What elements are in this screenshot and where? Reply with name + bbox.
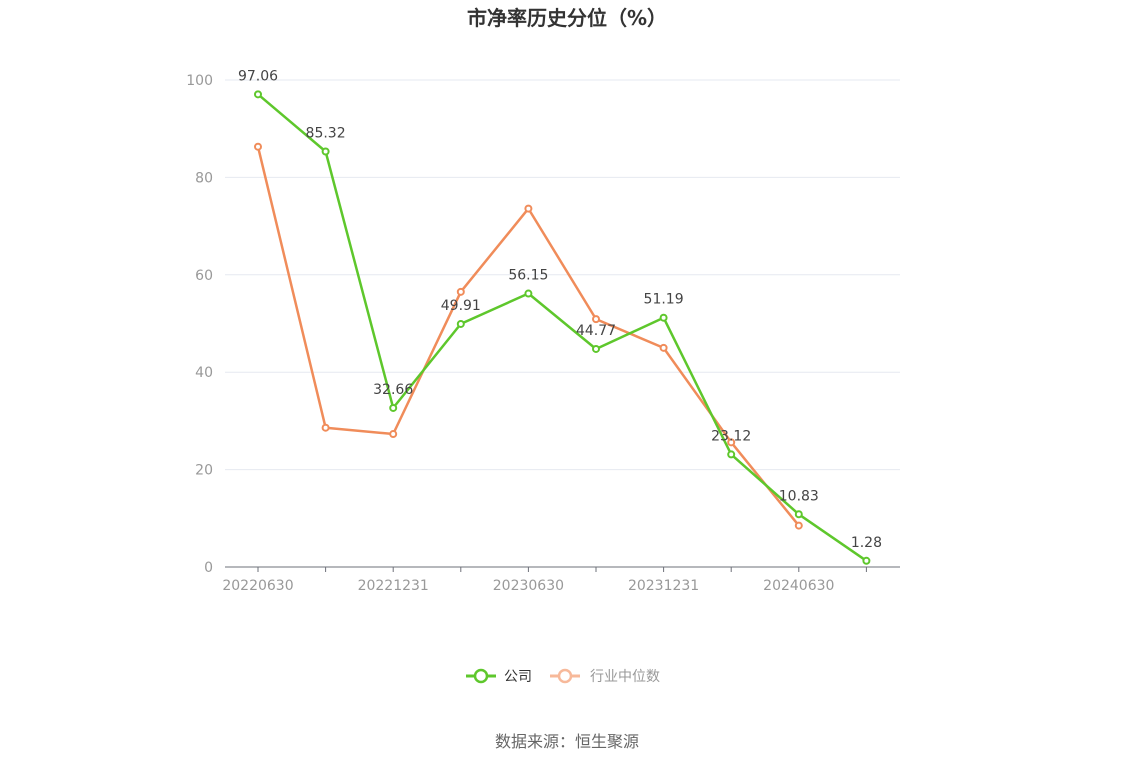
series-1-point-20220930 [321, 423, 330, 432]
chart-title: 市净率历史分位（%） [467, 6, 667, 30]
x-tick-label-20240630: 20240630 [763, 578, 834, 594]
x-tick-label-20230630: 20230630 [493, 578, 564, 594]
series-0-point-20231231 [659, 313, 668, 322]
series-1-point-20230331 [456, 287, 465, 296]
legend-label-0: 公司 [504, 669, 532, 685]
series-1-point-20240630 [794, 521, 803, 530]
y-tick-label-80: 80 [195, 170, 213, 186]
y-axis: 0 20 40 60 80 100 [186, 73, 213, 576]
data-label-20230630: 56.15 [508, 268, 548, 284]
series-line-0 [257, 93, 868, 562]
series-1-point-20231231 [659, 343, 668, 352]
data-label-20230331: 49.91 [441, 298, 481, 314]
x-tick-label-20231231: 20231231 [628, 578, 699, 594]
x-tick-label-20221231: 20221231 [358, 578, 429, 594]
legend: 公司 行业中位数 [466, 668, 660, 685]
y-tick-label-0: 0 [204, 560, 213, 576]
series-1-point-20230630 [524, 204, 533, 213]
series-0-point-20220930 [321, 147, 330, 156]
series-0-point-20221231 [389, 403, 398, 412]
data-label-20221231: 32.66 [373, 382, 413, 398]
data-label-20220930: 85.32 [306, 125, 346, 141]
data-label-20240630: 10.83 [779, 488, 819, 504]
series-0-point-20230630 [524, 289, 533, 298]
legend-label-1: 行业中位数 [590, 669, 660, 685]
y-tick-label-20: 20 [195, 463, 213, 479]
legend-marker-1 [557, 668, 573, 684]
legend-marker-0 [473, 668, 489, 684]
grid-lines [225, 79, 900, 471]
series-0-point-20220630 [254, 90, 262, 99]
data-label-20220630: 97.06 [238, 68, 278, 84]
series-1-point-20220630 [254, 142, 262, 151]
y-tick-label-60: 60 [195, 268, 213, 284]
data-label-20240930: 1.28 [851, 535, 882, 551]
x-tick-label-20220630: 20220630 [222, 578, 293, 594]
series-0-point-20240930 [862, 556, 871, 565]
data-labels: 97.06 85.32 32.66 49.91 56.15 44.77 51.19 23.12… [238, 68, 882, 550]
x-axis: 20220630 20221231 20230630 20231231 20240630 [222, 566, 900, 594]
source-note: 数据来源：恒生聚源 [495, 732, 639, 751]
data-label-20240331: 23.12 [711, 428, 751, 444]
series-1-point-20240331 [727, 438, 736, 447]
series-0-point-20240331 [727, 450, 736, 459]
data-label-20230930: 44.77 [576, 323, 616, 339]
y-tick-label-40: 40 [195, 365, 213, 381]
y-tick-label-100: 100 [186, 73, 213, 89]
series-0-point-20230331 [456, 319, 465, 328]
series-layer [254, 90, 871, 565]
data-label-20231231: 51.19 [644, 292, 684, 308]
series-0-point-20230930 [592, 344, 600, 353]
series-1-point-20230930 [592, 315, 600, 324]
series-1-point-20221231 [389, 430, 398, 439]
series-0-point-20240630 [794, 510, 803, 519]
